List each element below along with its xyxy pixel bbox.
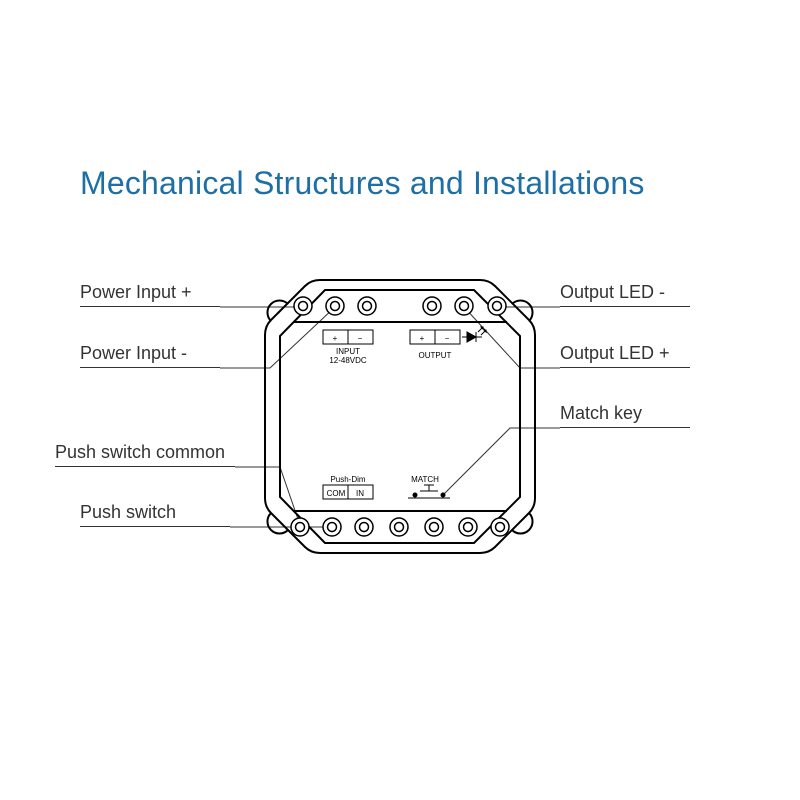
input-voltage: 12-48VDC bbox=[329, 356, 367, 365]
com-label: COM bbox=[327, 489, 346, 498]
svg-text:−: − bbox=[445, 334, 450, 343]
in-label: IN bbox=[356, 489, 364, 498]
pushdim-label: Push-Dim bbox=[330, 475, 365, 484]
svg-text:−: − bbox=[358, 334, 363, 343]
svg-text:+: + bbox=[333, 334, 338, 343]
input-label: INPUT bbox=[336, 347, 360, 356]
module-diagram: + − INPUT 12-48VDC + − OUTPUT Push-Dim C… bbox=[0, 0, 800, 800]
match-label: MATCH bbox=[411, 475, 439, 484]
svg-text:+: + bbox=[420, 334, 425, 343]
output-label: OUTPUT bbox=[419, 351, 452, 360]
